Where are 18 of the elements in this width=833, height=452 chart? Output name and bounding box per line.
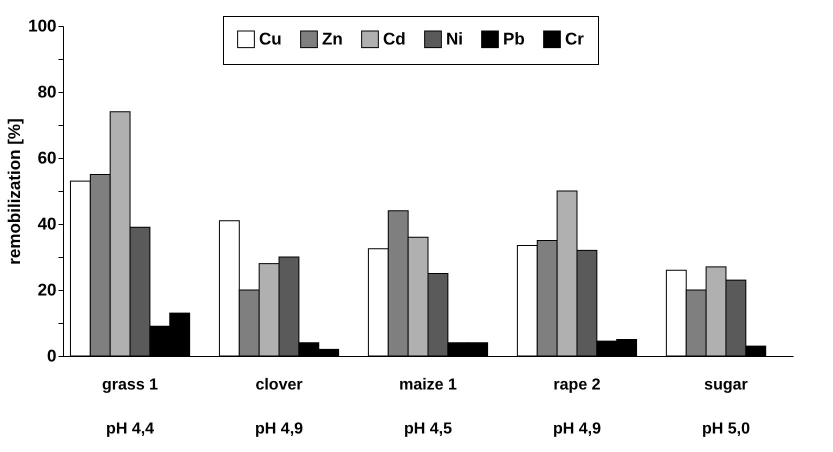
legend-label: Cu — [259, 29, 282, 48]
y-tick-label: 20 — [38, 280, 56, 300]
category-label: grass 1 pH 4,4 — [102, 376, 158, 438]
y-tick-label: 60 — [38, 148, 56, 168]
y-tick-label: 80 — [38, 82, 56, 102]
y-axis-title: remobilization [%] — [5, 118, 24, 265]
category-label: rape 2 pH 4,9 — [552, 376, 601, 438]
legend-label: Pb — [503, 29, 525, 48]
legend-label: Zn — [322, 29, 343, 48]
y-tick-label: 40 — [38, 214, 56, 234]
y-tick-label: 0 — [47, 346, 56, 366]
y-tick-label: 100 — [28, 16, 56, 36]
category-label: clover pH 4,9 — [255, 376, 304, 438]
legend-label: Cr — [565, 29, 584, 48]
category-label: sugar pH 5,0 — [702, 376, 750, 438]
category-label: maize 1 pH 4,5 — [399, 376, 457, 438]
legend-label: Cd — [383, 29, 406, 48]
legend-label: Ni — [446, 29, 463, 48]
